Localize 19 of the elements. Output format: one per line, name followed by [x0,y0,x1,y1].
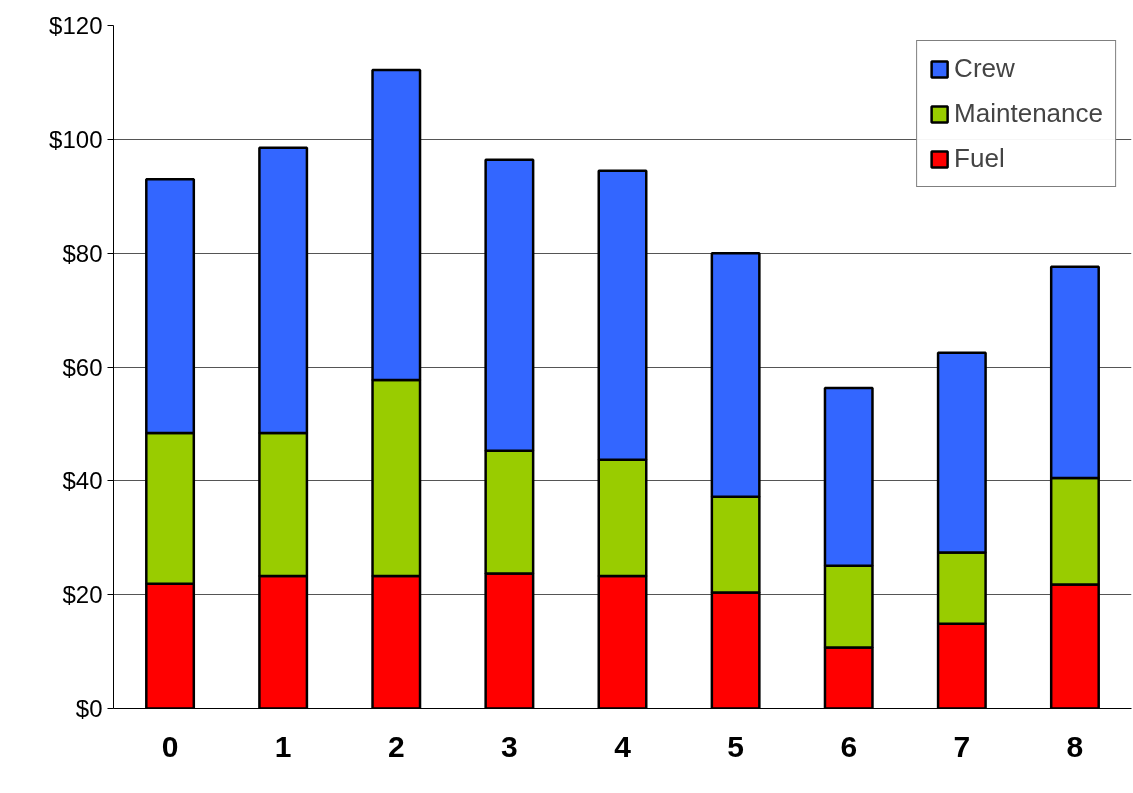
legend-label: Crew [954,53,1015,84]
y-tick-label: $0 [75,695,103,722]
x-tick-label: 8 [1066,729,1084,763]
x-tick-label: 3 [501,729,518,763]
x-tick-label: 4 [614,729,632,763]
legend-label: Maintenance [954,98,1103,129]
y-tick-label: $100 [49,125,103,153]
x-tick-label: 2 [387,729,405,763]
y-tick-label: $80 [62,239,103,267]
y-tick-label: $120 [49,12,103,39]
y-tick-label: $60 [62,353,103,381]
legend-label: Fuel [954,143,1005,174]
y-tick-label: $20 [62,581,103,609]
x-tick-label: 0 [161,729,179,763]
y-tick-label: $40 [62,467,103,495]
x-tick-label: 1 [274,729,292,763]
x-tick-label: 6 [840,729,858,763]
x-tick-label: 5 [727,729,744,763]
x-tick-label: 7 [953,729,971,763]
